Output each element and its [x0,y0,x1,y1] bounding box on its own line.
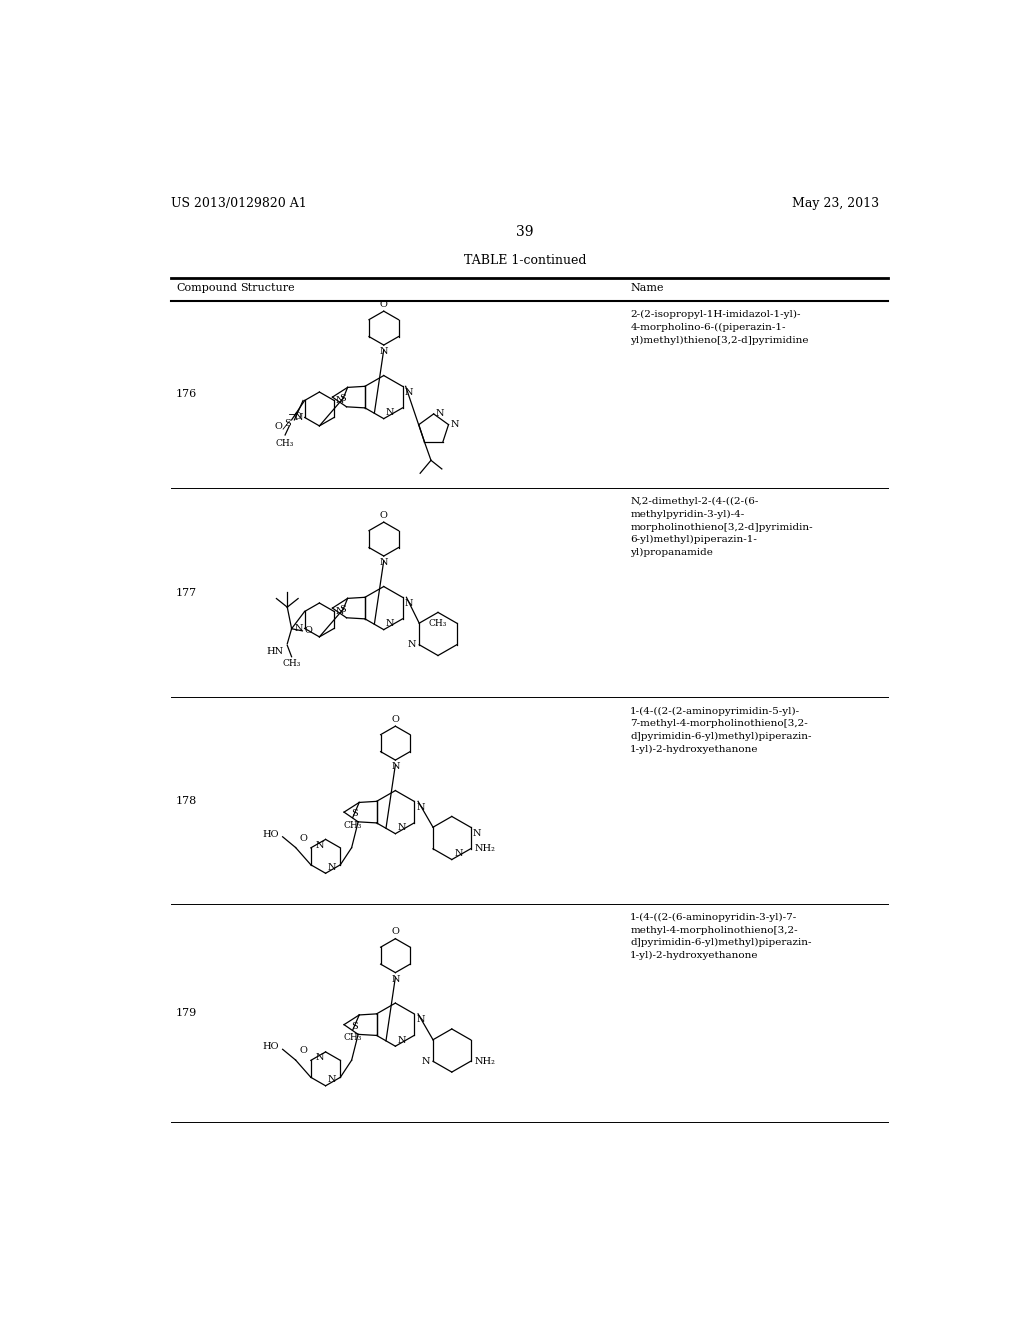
Text: N: N [380,347,388,356]
Text: N: N [451,420,460,429]
Text: S: S [339,605,346,614]
Text: Compound: Compound [177,282,238,293]
Text: 1-(4-((2-(6-aminopyridin-3-yl)-7-
methyl-4-morpholinothieno[3,2-
d]pyrimidin-6-y: 1-(4-((2-(6-aminopyridin-3-yl)-7- methyl… [630,913,812,960]
Text: CH₃: CH₃ [343,821,361,829]
Text: O: O [274,421,283,430]
Text: N: N [295,624,303,632]
Text: HN: HN [266,647,284,656]
Text: N: N [408,640,416,649]
Text: N: N [422,1057,430,1065]
Text: Structure: Structure [241,282,295,293]
Text: CH₃: CH₃ [275,438,294,447]
Text: CH₃: CH₃ [283,659,301,668]
Text: N: N [336,607,344,616]
Text: N: N [397,1036,407,1044]
Text: N: N [454,849,463,858]
Text: O: O [391,715,399,723]
Text: N: N [473,829,481,838]
Text: O: O [380,511,388,520]
Text: 1-(4-((2-(2-aminopyrimidin-5-yl)-
7-methyl-4-morpholinothieno[3,2-
d]pyrimidin-6: 1-(4-((2-(2-aminopyrimidin-5-yl)- 7-meth… [630,706,812,754]
Text: May 23, 2013: May 23, 2013 [792,197,879,210]
Text: CH₃: CH₃ [429,619,447,627]
Text: Name: Name [630,282,664,293]
Text: NH₂: NH₂ [474,845,496,853]
Text: TABLE 1-continued: TABLE 1-continued [464,253,586,267]
Text: O: O [299,1047,307,1056]
Text: N: N [386,408,394,417]
Text: 2-(2-isopropyl-1H-imidazol-1-yl)-
4-morpholino-6-((piperazin-1-
yl)methyl)thieno: 2-(2-isopropyl-1H-imidazol-1-yl)- 4-morp… [630,310,809,345]
Text: S: S [339,393,346,403]
Text: 176: 176 [175,389,197,400]
Text: O: O [294,412,302,421]
Text: CH₃: CH₃ [343,1034,361,1041]
Text: N: N [327,863,336,871]
Text: N: N [386,619,394,628]
Text: O: O [380,300,388,309]
Text: N: N [417,803,425,812]
Text: US 2013/0129820 A1: US 2013/0129820 A1 [171,197,306,210]
Text: N: N [336,396,344,405]
Text: N: N [391,763,399,771]
Text: N: N [391,975,399,983]
Text: 39: 39 [516,224,534,239]
Text: N: N [295,413,303,422]
Text: N: N [404,599,414,607]
Text: N: N [435,409,443,418]
Text: N: N [417,1015,425,1024]
Text: N: N [397,824,407,832]
Text: N: N [380,558,388,568]
Text: 179: 179 [175,1008,197,1018]
Text: N: N [404,388,414,397]
Text: N: N [315,1053,324,1063]
Text: 177: 177 [175,587,197,598]
Text: N: N [327,1076,336,1084]
Text: HO: HO [262,1043,279,1052]
Text: HO: HO [262,830,279,840]
Text: S: S [351,809,357,818]
Text: N,2-dimethyl-2-(4-((2-(6-
methylpyridin-3-yl)-4-
morpholinothieno[3,2-d]pyrimidi: N,2-dimethyl-2-(4-((2-(6- methylpyridin-… [630,498,813,557]
Text: S: S [351,1022,357,1031]
Text: NH₂: NH₂ [474,1057,496,1065]
Text: O: O [305,627,312,635]
Text: 178: 178 [175,796,197,805]
Text: O: O [391,928,399,936]
Text: N: N [315,841,324,850]
Text: S: S [285,420,291,428]
Text: O: O [299,834,307,843]
